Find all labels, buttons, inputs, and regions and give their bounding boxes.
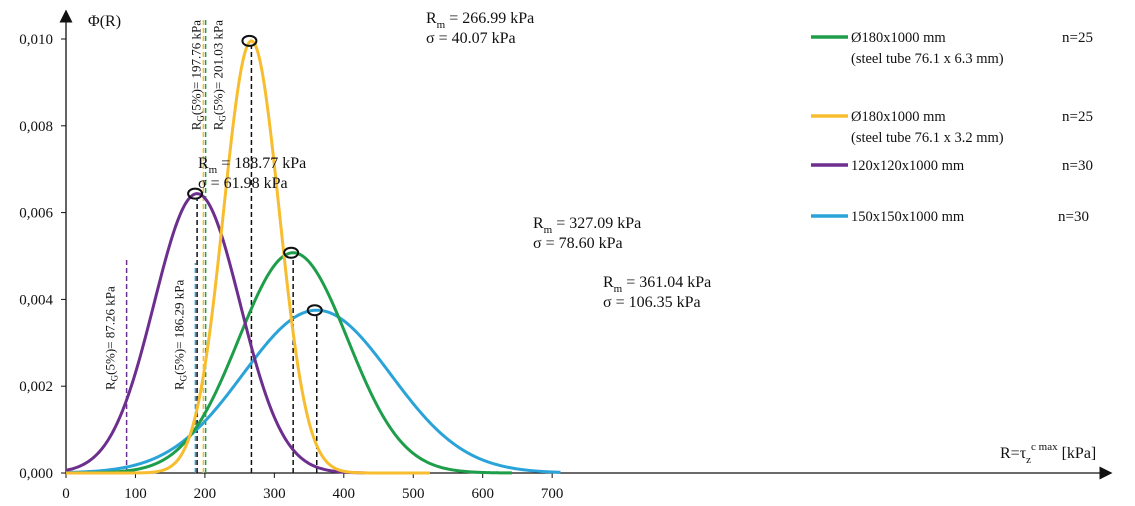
legend: Ø180x1000 mm (steel tube 76.1 x 6.3 mm) n=…: [811, 30, 1093, 225]
annotation-sigma: σ = 78.60 kPa: [533, 235, 623, 252]
axes: Φ(R) R=τzc max [kPa] 0 100 200 300 400 500 600 70…: [19, 9, 1113, 502]
g5-label: RG(5%)= 186.29 kPa: [171, 280, 188, 390]
annotations: RG(5%)= 201.03 kPa RG(5%)= 197.76 kPa RG(5…: [103, 10, 712, 390]
y-tick-label: 0,006: [19, 206, 53, 222]
peak-marker: [241, 34, 258, 47]
y-tick-label: 0,000: [19, 466, 53, 482]
legend-label: 120x120x1000 mm: [851, 158, 965, 174]
g5-label: RG(5%)= 197.76 kPa: [188, 20, 205, 130]
x-tick-label: 200: [194, 486, 217, 502]
curve-series: [65, 308, 561, 474]
annotation-rm: Rm = 327.09 kPa: [533, 215, 641, 236]
peak-marker: [306, 304, 323, 317]
x-tick-label: 100: [124, 486, 147, 502]
annotation-rm: Rm = 361.04 kPa: [603, 274, 711, 295]
curves: [65, 39, 561, 475]
annotation-sigma: σ = 106.35 kPa: [603, 294, 701, 311]
curve-series: [65, 192, 365, 475]
annotation-sigma: σ = 61.98 kPa: [198, 175, 288, 192]
y-tick-label: 0,004: [19, 292, 53, 308]
legend-note: (steel tube 76.1 x 3.2 mm): [851, 130, 1004, 146]
peak-marker: [283, 246, 300, 259]
legend-n: n=30: [1062, 158, 1093, 174]
annotation-sigma: σ = 40.07 kPa: [426, 30, 516, 47]
y-tick-label: 0,002: [19, 379, 53, 395]
legend-n: n=30: [1058, 209, 1089, 225]
annotation-rm: Rm = 266.99 kPa: [426, 10, 534, 31]
g5-label: RG(5%)= 87.26 kPa: [103, 286, 120, 390]
annotation-rm: Rm = 188.77 kPa: [198, 155, 306, 176]
x-tick-label: 0: [62, 486, 70, 502]
x-tick-label: 500: [402, 486, 425, 502]
curve-series: [66, 251, 512, 475]
g5-label: RG(5%)= 201.03 kPa: [211, 20, 228, 130]
x-axis-label: R=τzc max [kPa]: [1000, 441, 1096, 466]
x-tick-label: 600: [471, 486, 494, 502]
legend-label: Ø180x1000 mm: [851, 30, 946, 46]
y-tick-label: 0,008: [19, 119, 53, 135]
y-axis-label: Φ(R): [88, 13, 121, 30]
legend-n: n=25: [1062, 109, 1093, 125]
x-tick-label: 300: [263, 486, 286, 502]
legend-n: n=25: [1062, 30, 1093, 46]
curve-series: [66, 39, 430, 475]
x-tick-label: 400: [333, 486, 356, 502]
peak-marker: [187, 187, 204, 200]
legend-label: 150x150x1000 mm: [851, 209, 965, 225]
x-tick-label: 700: [541, 486, 564, 502]
legend-label: Ø180x1000 mm: [851, 109, 946, 125]
legend-note: (steel tube 76.1 x 6.3 mm): [851, 51, 1004, 67]
y-tick-label: 0,010: [19, 32, 53, 48]
